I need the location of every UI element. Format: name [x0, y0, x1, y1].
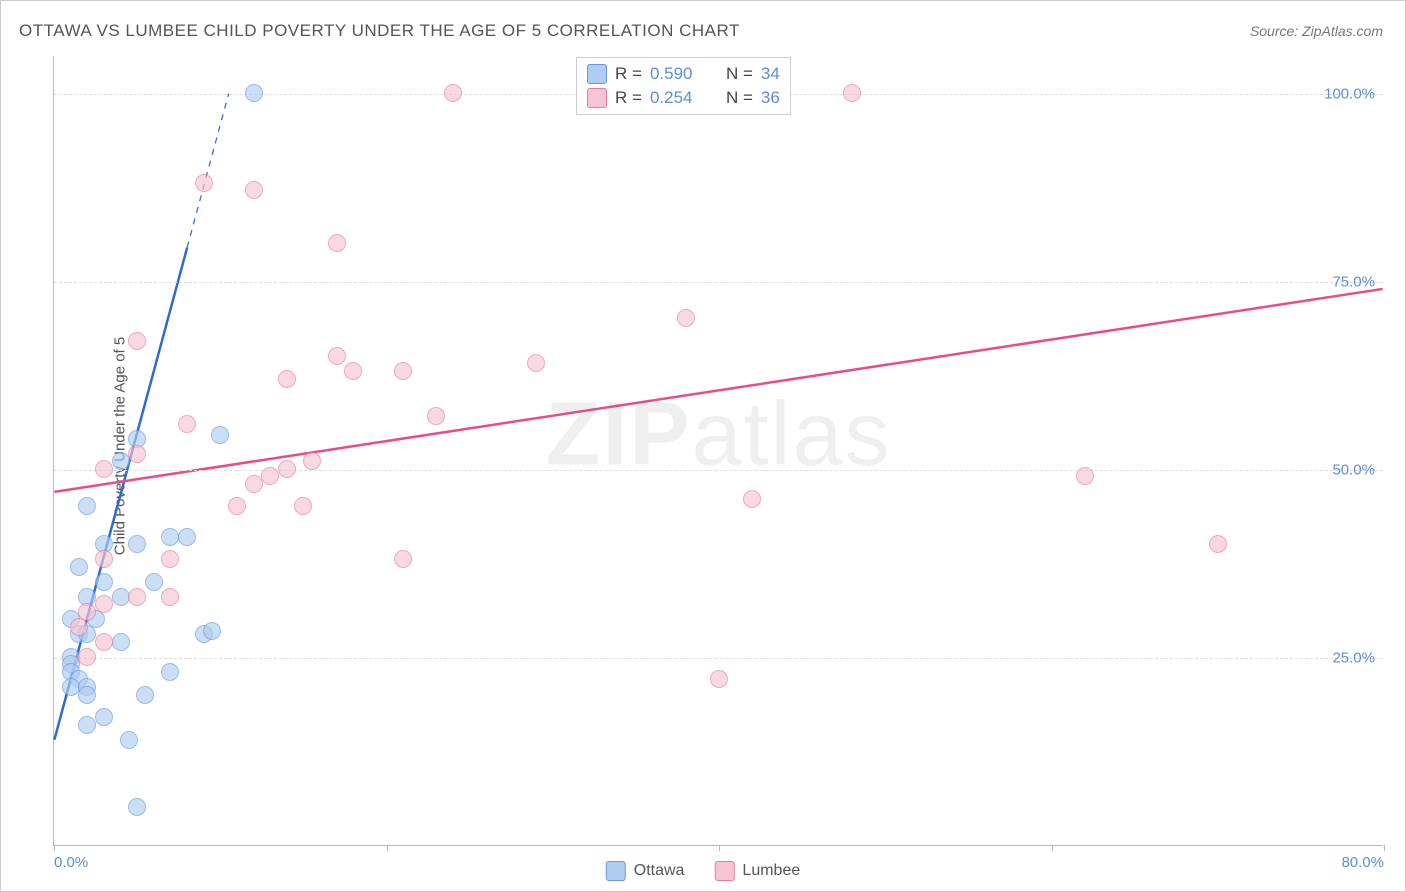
data-point-lumbee	[394, 362, 412, 380]
data-point-ottawa	[62, 678, 80, 696]
data-point-lumbee	[743, 490, 761, 508]
data-point-lumbee	[278, 460, 296, 478]
x-tick	[1384, 845, 1385, 851]
data-point-lumbee	[78, 603, 96, 621]
swatch-lumbee	[587, 88, 607, 108]
gridline-h	[54, 470, 1383, 471]
r-label: R =	[615, 88, 642, 108]
data-point-lumbee	[128, 588, 146, 606]
data-point-ottawa	[78, 686, 96, 704]
data-point-ottawa	[112, 452, 130, 470]
n-value-lumbee: 36	[761, 88, 780, 108]
n-label: N =	[726, 64, 753, 84]
data-point-ottawa	[178, 528, 196, 546]
data-point-lumbee	[245, 475, 263, 493]
swatch-lumbee	[714, 861, 734, 881]
trend-lines	[54, 56, 1383, 845]
data-point-lumbee	[710, 670, 728, 688]
data-point-lumbee	[328, 234, 346, 252]
data-point-lumbee	[344, 362, 362, 380]
data-point-ottawa	[136, 686, 154, 704]
data-point-lumbee	[128, 332, 146, 350]
data-point-lumbee	[677, 309, 695, 327]
data-point-lumbee	[95, 550, 113, 568]
data-point-ottawa	[161, 663, 179, 681]
data-point-lumbee	[527, 354, 545, 372]
series-legend: Ottawa Lumbee	[606, 861, 801, 881]
data-point-ottawa	[203, 622, 221, 640]
chart-container: OTTAWA VS LUMBEE CHILD POVERTY UNDER THE…	[0, 0, 1406, 892]
data-point-lumbee	[261, 467, 279, 485]
legend-item-ottawa: Ottawa	[606, 861, 685, 881]
swatch-ottawa	[587, 64, 607, 84]
x-tick	[719, 845, 720, 851]
data-point-lumbee	[245, 181, 263, 199]
x-tick	[54, 845, 55, 851]
data-point-ottawa	[161, 528, 179, 546]
data-point-lumbee	[278, 370, 296, 388]
y-tick-label: 100.0%	[1324, 85, 1375, 102]
data-point-lumbee	[178, 415, 196, 433]
x-tick-label-right: 80.0%	[1341, 854, 1384, 871]
y-tick-label: 50.0%	[1332, 461, 1375, 478]
data-point-lumbee	[95, 460, 113, 478]
plot-area: ZIPatlas 25.0%50.0%75.0%100.0%0.0%80.0%	[53, 56, 1383, 846]
data-point-ottawa	[112, 588, 130, 606]
data-point-ottawa	[145, 573, 163, 591]
data-point-lumbee	[128, 445, 146, 463]
chart-title: OTTAWA VS LUMBEE CHILD POVERTY UNDER THE…	[19, 21, 740, 41]
n-value-ottawa: 34	[761, 64, 780, 84]
data-point-ottawa	[128, 535, 146, 553]
data-point-ottawa	[120, 731, 138, 749]
corr-row-lumbee: R = 0.254 N = 36	[587, 86, 780, 110]
data-point-lumbee	[95, 595, 113, 613]
swatch-ottawa	[606, 861, 626, 881]
n-label: N =	[726, 88, 753, 108]
data-point-lumbee	[294, 497, 312, 515]
data-point-ottawa	[78, 497, 96, 515]
r-value-lumbee: 0.254	[650, 88, 708, 108]
data-point-lumbee	[303, 452, 321, 470]
data-point-lumbee	[444, 84, 462, 102]
data-point-ottawa	[211, 426, 229, 444]
x-tick	[1052, 845, 1053, 851]
data-point-lumbee	[843, 84, 861, 102]
data-point-lumbee	[1209, 535, 1227, 553]
data-point-ottawa	[78, 716, 96, 734]
y-tick-label: 75.0%	[1332, 273, 1375, 290]
data-point-ottawa	[95, 708, 113, 726]
data-point-lumbee	[1076, 467, 1094, 485]
data-point-lumbee	[427, 407, 445, 425]
data-point-lumbee	[78, 648, 96, 666]
data-point-lumbee	[161, 550, 179, 568]
r-value-ottawa: 0.590	[650, 64, 708, 84]
data-point-lumbee	[394, 550, 412, 568]
y-tick-label: 25.0%	[1332, 649, 1375, 666]
data-point-ottawa	[128, 798, 146, 816]
gridline-h	[54, 658, 1383, 659]
corr-row-ottawa: R = 0.590 N = 34	[587, 62, 780, 86]
r-label: R =	[615, 64, 642, 84]
data-point-lumbee	[195, 174, 213, 192]
x-tick-label-left: 0.0%	[54, 854, 88, 871]
legend-item-lumbee: Lumbee	[714, 861, 800, 881]
legend-label-lumbee: Lumbee	[742, 862, 800, 880]
x-tick	[387, 845, 388, 851]
gridline-h	[54, 282, 1383, 283]
data-point-lumbee	[228, 497, 246, 515]
data-point-lumbee	[328, 347, 346, 365]
legend-label-ottawa: Ottawa	[634, 862, 685, 880]
correlation-legend: R = 0.590 N = 34 R = 0.254 N = 36	[576, 57, 791, 115]
data-point-ottawa	[112, 633, 130, 651]
data-point-lumbee	[95, 633, 113, 651]
data-point-ottawa	[95, 573, 113, 591]
data-point-ottawa	[70, 558, 88, 576]
data-point-lumbee	[161, 588, 179, 606]
source-label: Source: ZipAtlas.com	[1250, 23, 1383, 39]
data-point-ottawa	[245, 84, 263, 102]
